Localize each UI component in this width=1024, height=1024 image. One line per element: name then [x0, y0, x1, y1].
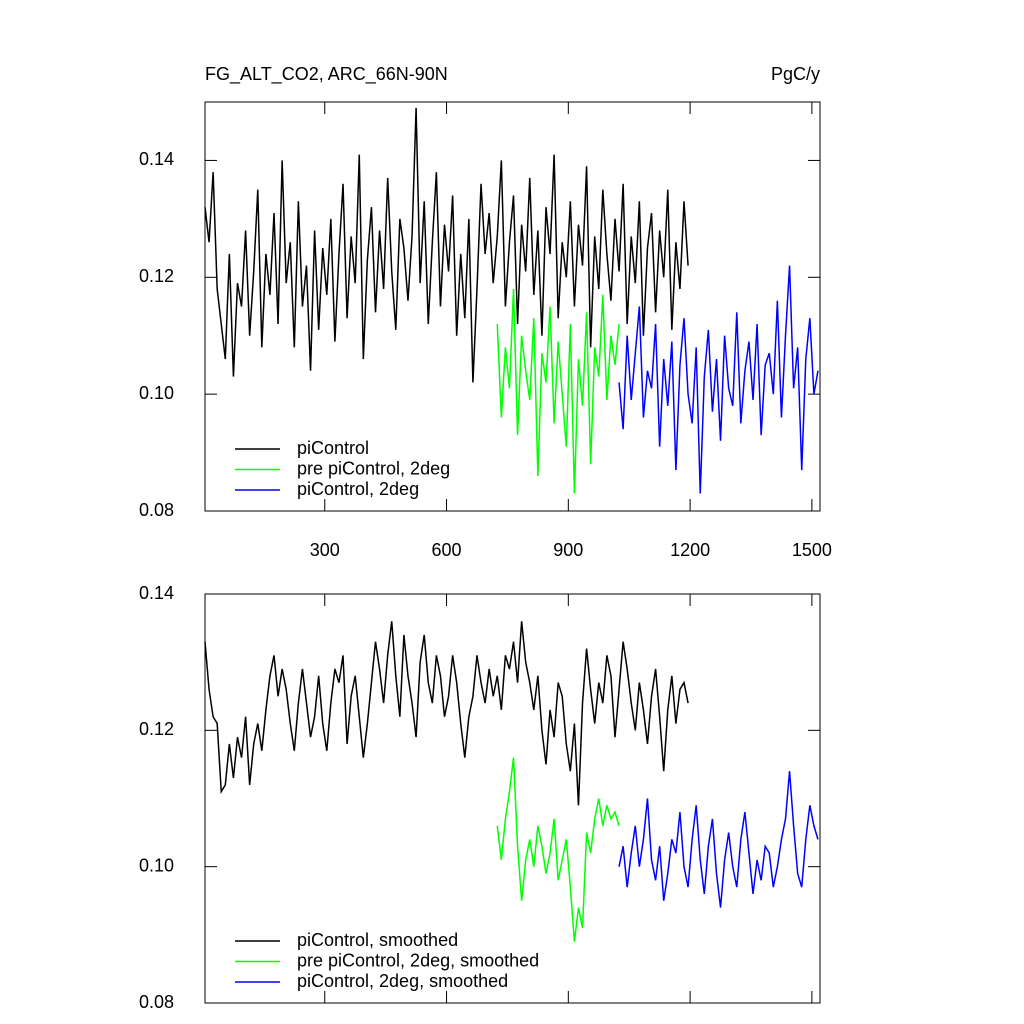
series-line [204, 621, 689, 806]
legend-label: piControl, 2deg [297, 479, 419, 499]
units-label: PgC/y [771, 64, 820, 84]
series-line [496, 288, 620, 494]
series-line [204, 107, 689, 383]
legend-label: piControl, smoothed [297, 930, 458, 950]
x-tick-label: 900 [553, 540, 583, 560]
x-tick-label: 600 [432, 540, 462, 560]
x-tick-label: 1200 [670, 540, 710, 560]
legend-label: piControl [297, 438, 369, 458]
y-tick-label: 0.08 [139, 500, 174, 520]
y-tick-label: 0.10 [139, 383, 174, 403]
y-tick-label: 0.10 [139, 855, 174, 875]
series-line [496, 757, 620, 942]
series-line [618, 265, 819, 494]
plot-frame [204, 101, 821, 512]
y-tick-label: 0.14 [139, 149, 174, 169]
y-tick-label: 0.08 [139, 992, 174, 1012]
x-tick-label: 1500 [792, 540, 832, 560]
legend-label: pre piControl, 2deg, smoothed [297, 950, 539, 970]
legend-label: pre piControl, 2deg [297, 458, 450, 478]
y-tick-label: 0.12 [139, 719, 174, 739]
y-tick-label: 0.14 [139, 583, 174, 603]
y-tick-label: 0.12 [139, 266, 174, 286]
plot-frame [204, 593, 821, 1004]
series-line [618, 771, 819, 908]
chart-title: FG_ALT_CO2, ARC_66N-90N [205, 64, 448, 85]
legend-label: piControl, 2deg, smoothed [297, 971, 508, 991]
x-tick-label: 300 [310, 540, 340, 560]
